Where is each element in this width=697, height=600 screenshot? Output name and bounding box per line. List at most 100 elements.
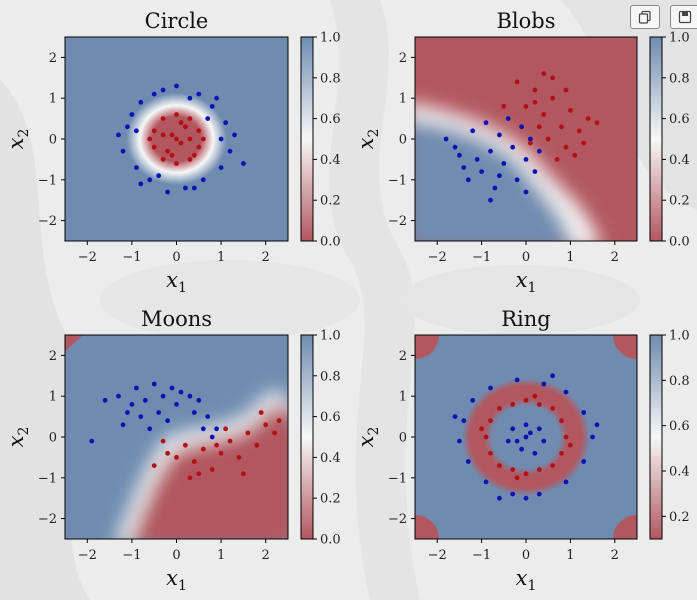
x-tick-label: 2 [262, 548, 270, 563]
y-tick-label: −1 [38, 173, 57, 188]
scatter-point [483, 120, 489, 126]
subplot-title: Ring [501, 307, 551, 331]
scatter-point [541, 438, 547, 444]
x-tick-label: −1 [472, 548, 491, 563]
scatter-point [497, 463, 502, 468]
colorbar-tick-label: 0.2 [669, 194, 690, 209]
scatter-point [452, 414, 458, 419]
scatter-point [532, 87, 538, 93]
scatter-point [116, 132, 121, 138]
y-tick-label: 1 [399, 390, 407, 405]
scatter-point [510, 491, 516, 497]
colorbar-tick-label: 0.4 [669, 465, 690, 480]
scatter-point [241, 471, 246, 477]
x-axis-label: x1 [166, 268, 187, 296]
copy-button[interactable] [630, 5, 660, 29]
scatter-point [160, 393, 166, 399]
scatter-point [191, 185, 197, 191]
scatter-point [160, 87, 166, 93]
scatter-point [232, 132, 237, 138]
scatter-point [505, 438, 511, 444]
scatter-point [585, 116, 591, 121]
scatter-point [465, 459, 471, 464]
x-tick-label: 1 [566, 548, 574, 563]
colorbar: 0.0 0.2 0.4 0.6 0.8 1.0 [649, 31, 690, 250]
scatter-point [470, 397, 476, 403]
scatter-point [147, 177, 153, 183]
scatter-point [102, 397, 108, 403]
scatter-point [443, 136, 449, 142]
scatter-point [151, 381, 157, 387]
scatter-point [209, 467, 215, 472]
scatter-point [151, 463, 157, 468]
x-tick-label: −2 [78, 548, 97, 563]
scatter-point [461, 418, 467, 424]
scatter-point [536, 467, 542, 472]
colorbar-tick-label: 0.4 [669, 153, 690, 168]
y-axis-label: x2 [354, 129, 382, 150]
scatter-point [505, 116, 511, 121]
colorbar-tick-label: 0.4 [320, 153, 341, 168]
series-class-0 [89, 381, 220, 444]
scatter-point [541, 381, 547, 387]
subplot-title: Blobs [496, 9, 555, 33]
scatter-point [214, 426, 220, 432]
scatter-point [138, 181, 144, 187]
scatter-point [116, 393, 121, 399]
y-tick-label: 0 [399, 133, 407, 148]
scatter-point [169, 385, 175, 391]
scatter-point [200, 177, 206, 183]
scatter-point [187, 393, 193, 399]
scatter-point [263, 422, 269, 428]
x-tick-label: 1 [217, 548, 225, 563]
scatter-point [581, 459, 587, 464]
scatter-point [151, 91, 157, 97]
scatter-point [572, 152, 578, 158]
series-class-1 [501, 71, 600, 162]
y-tick-label: −2 [38, 512, 57, 527]
scatter-point [227, 148, 233, 154]
scatter-point [165, 450, 171, 456]
scatter-point [550, 95, 555, 101]
colorbar-tick-label: 0.6 [669, 419, 690, 434]
scatter-point [245, 430, 251, 436]
y-tick-label: 0 [49, 431, 57, 446]
x-tick-label: 0 [522, 548, 530, 563]
scatter-point [528, 430, 533, 436]
scatter-point [196, 91, 202, 97]
scatter-point [536, 402, 542, 407]
scatter-point [178, 140, 184, 146]
save-button[interactable] [670, 5, 697, 29]
x-tick-label: −2 [428, 250, 447, 265]
scatter-point [532, 99, 538, 105]
scatter-point [545, 136, 551, 142]
scatter-point [156, 173, 162, 179]
scatter-point [488, 385, 493, 391]
scatter-point [120, 148, 126, 154]
colorbar-tick-label: 0.8 [320, 71, 341, 86]
colorbar-tick-label: 1.0 [669, 31, 690, 46]
scatter-point [272, 430, 277, 436]
scatter-point [532, 393, 538, 399]
x-axis-label: x1 [516, 268, 537, 296]
scatter-point [129, 112, 135, 117]
scatter-point [523, 471, 529, 477]
scatter-point [479, 426, 484, 432]
scatter-point [187, 475, 193, 481]
x-tick-label: 0 [172, 548, 180, 563]
scatter-point [178, 120, 184, 126]
scatter-point [156, 410, 162, 415]
colorbar: 0.2 0.4 0.6 0.8 1.0 [649, 329, 690, 540]
series-class-0 [452, 373, 600, 501]
scatter-point [125, 124, 130, 130]
series-class-1 [151, 410, 282, 481]
scatter-point [129, 402, 135, 407]
y-tick-label: −2 [388, 512, 407, 527]
scatter-point [576, 128, 582, 134]
subplot-blobs: −2 −1 0 1 2 −2 −1 0 1 2 Blobs x1 x2 0.0 0.2 0.4 0.6 0.8 1.… [354, 9, 690, 296]
colorbar: 0.0 0.2 0.4 0.6 0.8 1.0 [300, 31, 341, 250]
colorbar-tick-label: 0.2 [320, 492, 341, 507]
scatter-point [474, 157, 480, 162]
colorbar-tick-label: 1.0 [669, 329, 690, 344]
